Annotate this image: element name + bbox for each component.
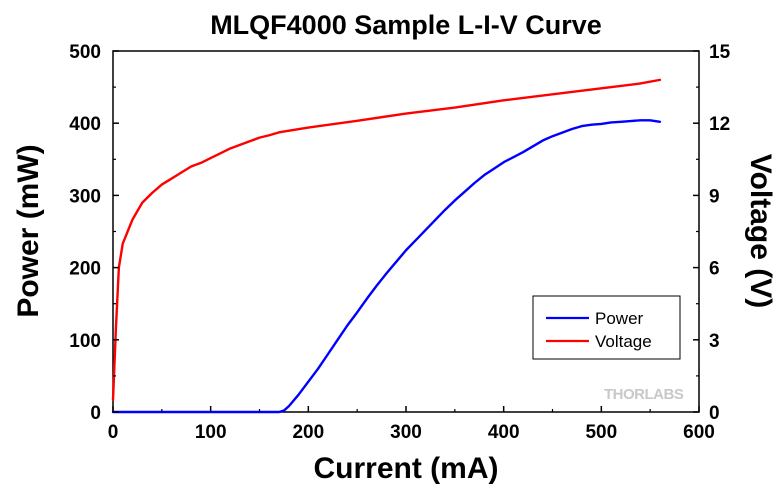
y2-tick-label: 0 — [709, 403, 720, 424]
x-axis-label: Current (mA) — [314, 452, 499, 485]
y-tick-label: 200 — [69, 259, 101, 280]
x-tick-label: 100 — [195, 422, 227, 443]
y2-axis-label: Voltage (V) — [744, 154, 777, 308]
legend-label-power: Power — [595, 309, 644, 328]
thorlabs-watermark: THORLABS — [604, 386, 684, 403]
y-tick-label: 0 — [90, 403, 101, 424]
series-line-voltage — [111, 78, 662, 402]
x-tick-label: 300 — [390, 422, 422, 443]
y-tick-label: 500 — [69, 42, 101, 63]
y2-tick-label: 6 — [709, 259, 720, 280]
y2-tick-label: 15 — [709, 42, 731, 63]
x-tick-label: 200 — [292, 422, 324, 443]
y2-tick-label: 9 — [709, 186, 720, 207]
y2-tick-label: 12 — [709, 114, 730, 135]
x-tick-label: 500 — [585, 422, 617, 443]
series-layer — [111, 78, 662, 414]
legend: Power Voltage — [532, 295, 681, 360]
y-tick-label: 100 — [69, 331, 101, 352]
y2-tick-label: 3 — [709, 331, 720, 352]
x-tick-label: 0 — [108, 422, 119, 443]
x-tick-label: 400 — [488, 422, 520, 443]
ticks-layer: 0 100 200 300 400 500 600010020030040050003691… — [69, 42, 730, 443]
legend-label-voltage: Voltage — [595, 332, 652, 351]
y-tick-label: 300 — [69, 186, 101, 207]
x-tick-label: 600 — [683, 422, 715, 443]
y-tick-label: 400 — [69, 114, 101, 135]
y-axis-label: Power (mW) — [12, 144, 45, 317]
chart-title: MLQF4000 Sample L-I-V Curve — [210, 10, 602, 40]
legend-box — [532, 295, 681, 360]
series-line-power — [111, 119, 662, 414]
